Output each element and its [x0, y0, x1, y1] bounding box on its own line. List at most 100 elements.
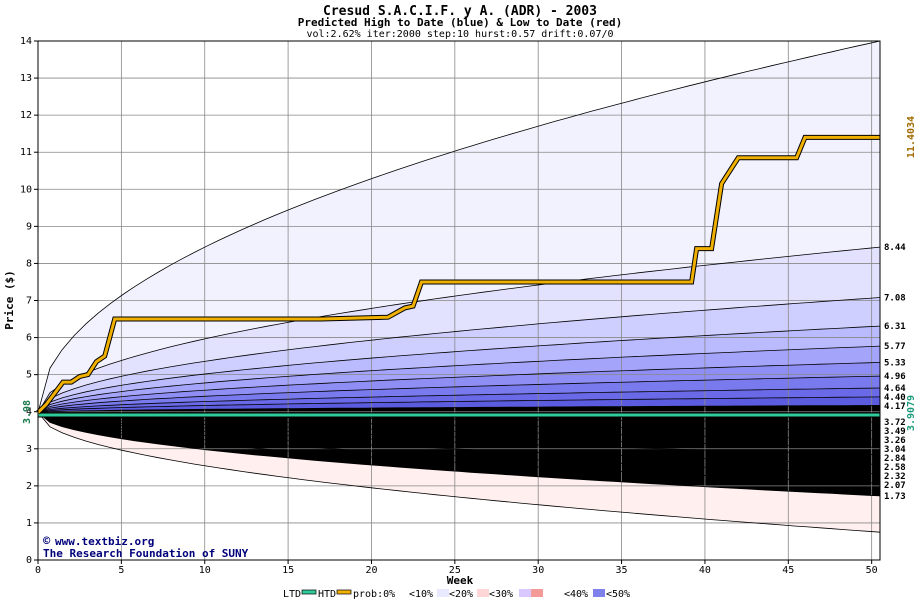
y-axis-label: Price ($): [3, 270, 16, 330]
legend-chip-20: [477, 589, 489, 597]
x-tick-label: 10: [199, 565, 211, 576]
y-tick-label: 8: [26, 258, 32, 269]
level-label: 5.77: [884, 342, 906, 352]
y-tick-label: 11: [20, 147, 32, 158]
contour-line-8: [37, 396, 881, 413]
contour-line-0: [37, 40, 881, 413]
x-tick-label: 15: [282, 565, 294, 576]
probability-contours: [37, 40, 881, 533]
legend-b30-label: <30%: [489, 589, 513, 600]
credit-org: The Research Foundation of SUNY: [43, 547, 249, 560]
credit-url: www.textbiz.org: [55, 535, 154, 548]
x-tick-label: 45: [782, 565, 794, 576]
x-tick-label: 5: [118, 565, 124, 576]
y-tick-label: 4: [26, 407, 32, 418]
contour-line-13: [37, 412, 881, 440]
level-label: 6.31: [884, 322, 906, 332]
htd-end-label: 11.4034: [906, 116, 917, 158]
legend-chip-0: [396, 589, 408, 597]
legend-htd-swatch: [336, 589, 352, 595]
legend-prob-label: prob:0%: [353, 589, 395, 600]
series-lines: [36, 134, 880, 418]
legend-chip-40: [531, 589, 543, 597]
level-label: 3.72: [884, 418, 906, 428]
contour-line-2: [37, 297, 881, 413]
contour-line-5: [37, 362, 881, 413]
contour-line-9: [37, 405, 881, 413]
high-band-3: [38, 326, 880, 413]
high-band-1: [38, 247, 880, 413]
level-label: 5.33: [884, 358, 906, 368]
y-tick-label: 0: [26, 555, 32, 566]
level-label: 8.44: [884, 243, 906, 253]
x-tick-label: 50: [866, 565, 878, 576]
y-tick-label: 7: [26, 296, 32, 307]
x-tick-label: 30: [532, 565, 544, 576]
legend-ltd-swatch: [301, 589, 317, 595]
level-label: 2.32: [884, 472, 906, 482]
legend-b20-label: <20%: [449, 589, 473, 600]
level-label: 7.08: [884, 294, 906, 304]
contour-line-6: [37, 375, 881, 413]
ltd-end-label: 3.9079: [906, 395, 917, 431]
legend-ltd-label: LTD: [283, 589, 301, 600]
legend-chip-50: [593, 589, 605, 597]
level-label: 4.17: [884, 402, 906, 412]
legend-htd-label: HTD: [318, 589, 336, 600]
chart-title: Cresud S.A.C.I.F. y A. (ADR) - 2003: [323, 4, 597, 19]
x-axis-ticks: 0 5 10 15 20 25 30 35 40 45 50: [35, 560, 878, 576]
y-tick-label: 3: [26, 444, 32, 455]
contour-line-18: [37, 412, 881, 484]
level-label: 1.73: [884, 492, 906, 502]
y-tick-label: 14: [20, 36, 32, 47]
high-band-2: [38, 297, 880, 413]
y-tick-label: 6: [26, 333, 32, 344]
level-label: 4.64: [884, 384, 906, 394]
start-price-label: 3.98: [22, 400, 33, 424]
chart-params: vol:2.62% iter:2000 step:10 hurst:0.57 d…: [306, 29, 613, 40]
contour-line-17: [37, 412, 881, 475]
contour-line-14: [37, 412, 881, 448]
contour-line-12: [37, 412, 881, 431]
contour-line-4: [37, 345, 881, 413]
high-band-7: [38, 388, 880, 413]
level-label: 2.58: [884, 463, 906, 473]
y-tick-label: 2: [26, 481, 32, 492]
level-label: 2.84: [884, 454, 906, 464]
y-tick-label: 12: [20, 110, 32, 121]
level-labels: 8.44 7.08 6.31 5.77 5.33 4.96 4.644.404.17 3.72…: [884, 243, 906, 502]
y-tick-label: 10: [20, 184, 32, 195]
level-label: 2.07: [884, 481, 906, 491]
contour-line-16: [37, 412, 881, 465]
contour-line-7: [37, 387, 881, 413]
copyright-symbol: ©: [43, 534, 51, 548]
legend-chip-30: [519, 589, 531, 597]
level-label: 3.49: [884, 427, 906, 437]
y-tick-label: 5: [26, 370, 32, 381]
x-tick-label: 0: [35, 565, 41, 576]
legend-b10-label: <10%: [409, 589, 433, 600]
level-label: 3.04: [884, 445, 906, 455]
level-label: 4.96: [884, 372, 906, 382]
chart-subtitle: Predicted High to Date (blue) & Low to D…: [298, 16, 623, 29]
legend-chip-10: [437, 589, 449, 597]
legend: LTD HTD prob:0% <10% <20% <30% <40% <50%: [283, 589, 630, 600]
legend-b50-label: <50%: [606, 589, 630, 600]
x-tick-label: 40: [699, 565, 711, 576]
x-tick-label: 20: [365, 565, 377, 576]
x-axis-label: Week: [447, 574, 474, 587]
high-band-9: [38, 405, 880, 413]
level-label: 4.40: [884, 393, 906, 403]
contour-line-19: [37, 412, 881, 497]
y-tick-label: 1: [26, 518, 32, 529]
high-band-6: [38, 376, 880, 413]
htd-line: [36, 135, 880, 414]
x-tick-label: 35: [616, 565, 628, 576]
y-tick-label: 13: [20, 73, 32, 84]
x-tick-label: 25: [449, 565, 461, 576]
high-band-4: [38, 346, 880, 413]
credit-block: © www.textbiz.org The Research Foundatio…: [43, 534, 249, 560]
y-tick-label: 9: [26, 221, 32, 232]
